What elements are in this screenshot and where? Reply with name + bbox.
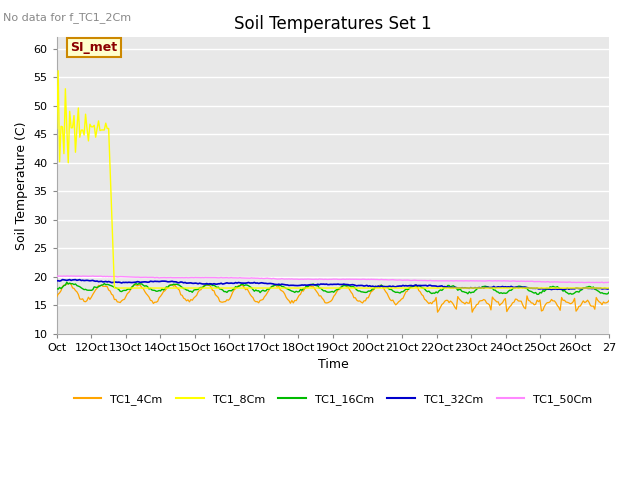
Text: SI_met: SI_met — [70, 41, 118, 54]
X-axis label: Time: Time — [317, 358, 348, 371]
Y-axis label: Soil Temperature (C): Soil Temperature (C) — [15, 121, 28, 250]
Title: Soil Temperatures Set 1: Soil Temperatures Set 1 — [234, 15, 432, 33]
Legend: TC1_4Cm, TC1_8Cm, TC1_16Cm, TC1_32Cm, TC1_50Cm: TC1_4Cm, TC1_8Cm, TC1_16Cm, TC1_32Cm, TC… — [69, 390, 596, 409]
Text: No data for f_TC1_2Cm: No data for f_TC1_2Cm — [3, 12, 131, 23]
